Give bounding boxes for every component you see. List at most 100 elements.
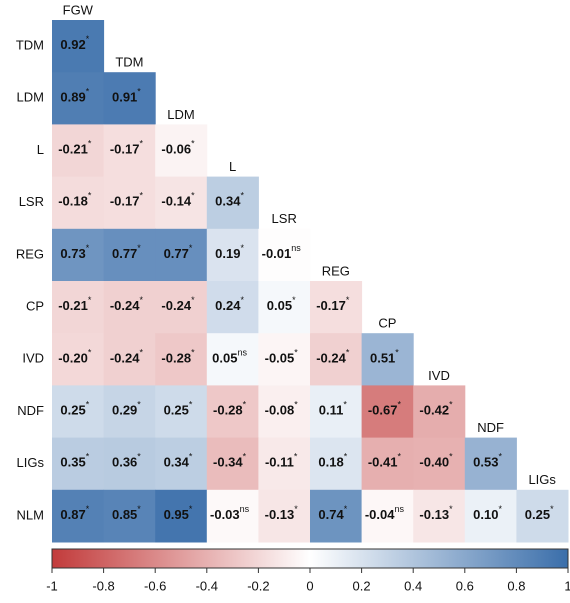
cell xyxy=(413,489,466,543)
cell xyxy=(206,489,259,543)
column-label: LIGs xyxy=(528,472,556,487)
cell-label: -0.13* xyxy=(419,504,453,522)
significance: * xyxy=(240,191,244,201)
value-label: -0.04 xyxy=(365,507,395,522)
significance: ns xyxy=(237,348,247,358)
cell xyxy=(155,228,208,282)
significance: * xyxy=(189,243,193,253)
significance: * xyxy=(344,452,348,462)
cell-label: 0.51* xyxy=(370,348,399,366)
significance: * xyxy=(86,400,90,410)
row-label: REG xyxy=(16,246,44,261)
significance: * xyxy=(86,243,90,253)
cell xyxy=(206,176,259,230)
significance: * xyxy=(294,348,298,358)
cell xyxy=(206,385,259,439)
significance: * xyxy=(294,504,298,514)
colorbar-tick-label: 0.6 xyxy=(456,578,474,593)
cell-label: -0.01ns xyxy=(262,243,302,261)
cell-label: 0.25* xyxy=(60,400,89,418)
cell-label: -0.06* xyxy=(161,139,195,157)
cell-label: 0.24* xyxy=(215,295,244,313)
cell xyxy=(464,489,517,543)
significance: * xyxy=(191,295,195,305)
significance: * xyxy=(139,139,143,149)
significance: * xyxy=(240,243,244,253)
value-label: 0.95 xyxy=(164,507,189,522)
value-label: 0.36 xyxy=(112,455,137,470)
value-label: -0.17 xyxy=(110,142,140,157)
cell xyxy=(103,228,156,282)
value-label: -0.21 xyxy=(58,299,88,314)
value-label: -0.05 xyxy=(265,351,295,366)
cell-label: -0.41* xyxy=(368,452,402,470)
significance: * xyxy=(137,87,141,97)
significance: * xyxy=(240,295,244,305)
row-label: CP xyxy=(26,299,44,314)
cell xyxy=(413,437,466,491)
cell-label: -0.13* xyxy=(265,504,299,522)
significance: * xyxy=(191,139,195,149)
significance: * xyxy=(137,400,141,410)
value-label: 0.05 xyxy=(212,351,237,366)
cell-label: -0.24* xyxy=(161,295,195,313)
value-label: -0.03 xyxy=(210,507,240,522)
significance: * xyxy=(550,504,554,514)
cell-label: -0.14* xyxy=(161,191,195,209)
cell xyxy=(155,281,208,334)
significance: * xyxy=(139,348,143,358)
cell-label: 0.92* xyxy=(60,34,89,52)
value-label: 0.25 xyxy=(164,403,189,418)
significance: * xyxy=(243,400,247,410)
cell-label: -0.08* xyxy=(265,400,299,418)
cell xyxy=(361,333,414,386)
cell-label: -0.24* xyxy=(110,348,144,366)
colorbar-tick-label: 0.4 xyxy=(404,578,422,593)
value-label: 0.24 xyxy=(215,299,241,314)
cell-label: -0.21* xyxy=(58,139,92,157)
significance: * xyxy=(449,400,453,410)
cell-label: 0.74* xyxy=(318,504,347,522)
value-label: 0.25 xyxy=(525,507,550,522)
cell xyxy=(103,72,156,125)
cell-label: 0.77* xyxy=(164,243,193,261)
value-label: -0.67 xyxy=(368,403,398,418)
cell-label: 0.10* xyxy=(473,504,502,522)
significance: * xyxy=(243,452,247,462)
significance: * xyxy=(449,504,453,514)
cell xyxy=(310,333,363,386)
value-label: -0.17 xyxy=(316,299,346,314)
significance: * xyxy=(344,504,348,514)
cell xyxy=(310,437,363,491)
value-label: 0.77 xyxy=(112,246,137,261)
value-label: 0.19 xyxy=(215,246,240,261)
cell-label: 0.18* xyxy=(318,452,347,470)
cell xyxy=(206,281,259,334)
significance: * xyxy=(346,295,350,305)
value-label: 0.74 xyxy=(318,507,344,522)
cell-label: -0.42* xyxy=(419,400,453,418)
cell-label: 0.05ns xyxy=(212,348,247,366)
cell xyxy=(258,333,311,386)
row-label: L xyxy=(37,142,44,157)
value-label: -0.08 xyxy=(265,403,295,418)
column-label: REG xyxy=(322,263,350,278)
value-label: 0.89 xyxy=(60,90,85,105)
value-label: 0.73 xyxy=(60,246,85,261)
value-label: 0.51 xyxy=(370,351,395,366)
cell xyxy=(310,489,363,543)
row-label: IVD xyxy=(22,351,44,366)
column-label: LDM xyxy=(167,107,194,122)
cell xyxy=(103,281,156,334)
significance: * xyxy=(449,452,453,462)
row-label: LDM xyxy=(17,90,44,105)
cell xyxy=(258,437,311,491)
significance: * xyxy=(343,400,347,410)
colorbar-tick-label: -1 xyxy=(46,578,58,593)
cell-label: -0.11* xyxy=(265,452,298,470)
value-label: 0.25 xyxy=(60,403,85,418)
row-label: LSR xyxy=(19,194,44,209)
value-label: -0.21 xyxy=(58,142,88,157)
cell xyxy=(103,333,156,386)
